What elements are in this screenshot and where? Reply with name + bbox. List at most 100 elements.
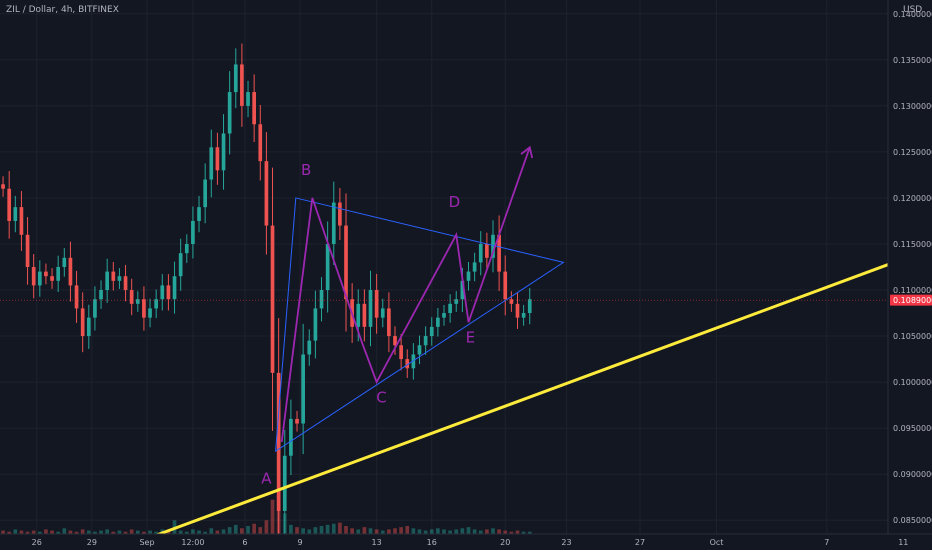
wave-path: [280, 147, 531, 443]
volume-bar: [515, 530, 520, 534]
volume-bar: [203, 531, 207, 534]
candle-body: [99, 290, 103, 300]
time-tick-label: 29: [87, 538, 97, 547]
candle-body: [527, 299, 532, 314]
volume-bar: [7, 531, 12, 534]
candle-body: [338, 202, 342, 226]
candle-body: [31, 267, 36, 286]
volume-bar: [240, 528, 244, 534]
wave-label-b: B: [301, 161, 311, 179]
candle-body: [86, 317, 91, 337]
volume-bar: [503, 530, 508, 534]
price-tick-label: 0.10000000: [893, 378, 932, 387]
volume-bar: [93, 531, 97, 534]
volume-bar: [485, 529, 489, 534]
volume-bar: [31, 530, 36, 534]
candle-body: [68, 257, 73, 286]
candle-body: [380, 308, 385, 318]
candle-body: [178, 253, 183, 277]
candle-body: [393, 336, 397, 346]
candle-body: [252, 92, 256, 125]
candle-body: [233, 64, 238, 93]
volume-bar: [37, 531, 42, 534]
volume-bar: [1, 530, 5, 534]
candle-body: [166, 285, 171, 300]
candle-body: [270, 225, 275, 373]
last-price-badge: [890, 294, 932, 306]
volume-bar: [466, 527, 471, 534]
price-tick-label: 0.12500000: [893, 148, 932, 157]
candles: [1, 43, 532, 550]
grid-lines: [0, 0, 904, 534]
volume-bar: [68, 530, 73, 534]
volume-bar: [387, 529, 391, 534]
volume-bar: [448, 530, 452, 534]
volume-bar: [197, 530, 201, 534]
candle-body: [503, 271, 508, 300]
candle-body: [129, 290, 134, 304]
time-axis[interactable]: 26 29 Sep 12:00 6 9 13 16 20 23 27 Oct 7 11: [0, 533, 932, 550]
volume-bar: [191, 529, 195, 534]
price-tick-label: 0.09500000: [893, 424, 932, 433]
volume-bar: [80, 529, 85, 534]
candle-body: [344, 225, 348, 300]
volume-bar: [423, 530, 428, 534]
volume-bar: [246, 526, 250, 534]
volume-bar: [509, 531, 514, 534]
candle-body: [227, 92, 232, 134]
volume-bar: [338, 522, 342, 534]
candle-body: [466, 271, 471, 281]
triangle-pattern: [275, 197, 565, 453]
candle-body: [19, 207, 24, 235]
last-price-marker: 0.10890000: [890, 294, 932, 306]
volume-bar: [86, 530, 91, 534]
candle-body: [56, 267, 61, 281]
candle-body: [515, 303, 520, 318]
candle-body: [295, 418, 299, 424]
candle-body: [25, 234, 30, 267]
chart-title: ZIL / Dollar, 4h, BITFINEX: [6, 5, 119, 15]
candle-body: [203, 179, 207, 208]
volume-bar: [270, 499, 275, 534]
candle-body: [289, 418, 293, 456]
candle-body: [37, 271, 42, 286]
candle-body: [93, 299, 97, 318]
volume-bar: [99, 530, 103, 534]
volume-bar: [393, 528, 397, 534]
volume-bar: [362, 527, 367, 534]
candle-body: [325, 243, 330, 291]
price-tick-label: 0.10500000: [893, 332, 932, 341]
candle-body: [197, 207, 201, 221]
candle-body: [172, 276, 177, 300]
candle-body: [472, 262, 477, 272]
currency-label: USD: [903, 5, 922, 15]
candle-body: [209, 147, 214, 180]
candle-body: [485, 243, 489, 258]
time-tick-label: 27: [635, 538, 645, 547]
candle-body: [442, 313, 446, 318]
candle-body: [111, 271, 116, 281]
volume-bar: [325, 524, 330, 534]
volume-bar: [301, 528, 305, 534]
volume-bar: [350, 528, 354, 534]
volume-bar: [295, 527, 299, 534]
candle-body: [50, 276, 54, 281]
time-tick-label: 26: [32, 538, 42, 547]
time-tick-label: 6: [242, 538, 247, 547]
price-axis[interactable]: USD 0.14000000 0.13500000 0.13000000 0.1250…: [887, 0, 932, 534]
candle-body: [246, 92, 250, 106]
candle-body: [301, 354, 305, 424]
candle-body: [423, 336, 428, 346]
candle-body: [7, 188, 12, 221]
candle-body: [313, 308, 318, 341]
candle-body: [454, 299, 459, 304]
time-tick-label: 9: [298, 538, 303, 547]
candle-body: [240, 64, 244, 106]
volume-bar: [307, 529, 312, 534]
candle-body: [331, 202, 336, 244]
wave-label-d: D: [449, 193, 461, 211]
volume-bar: [429, 529, 434, 534]
price-tick-label: 0.13000000: [893, 102, 932, 111]
time-tick-label: 13: [372, 538, 382, 547]
